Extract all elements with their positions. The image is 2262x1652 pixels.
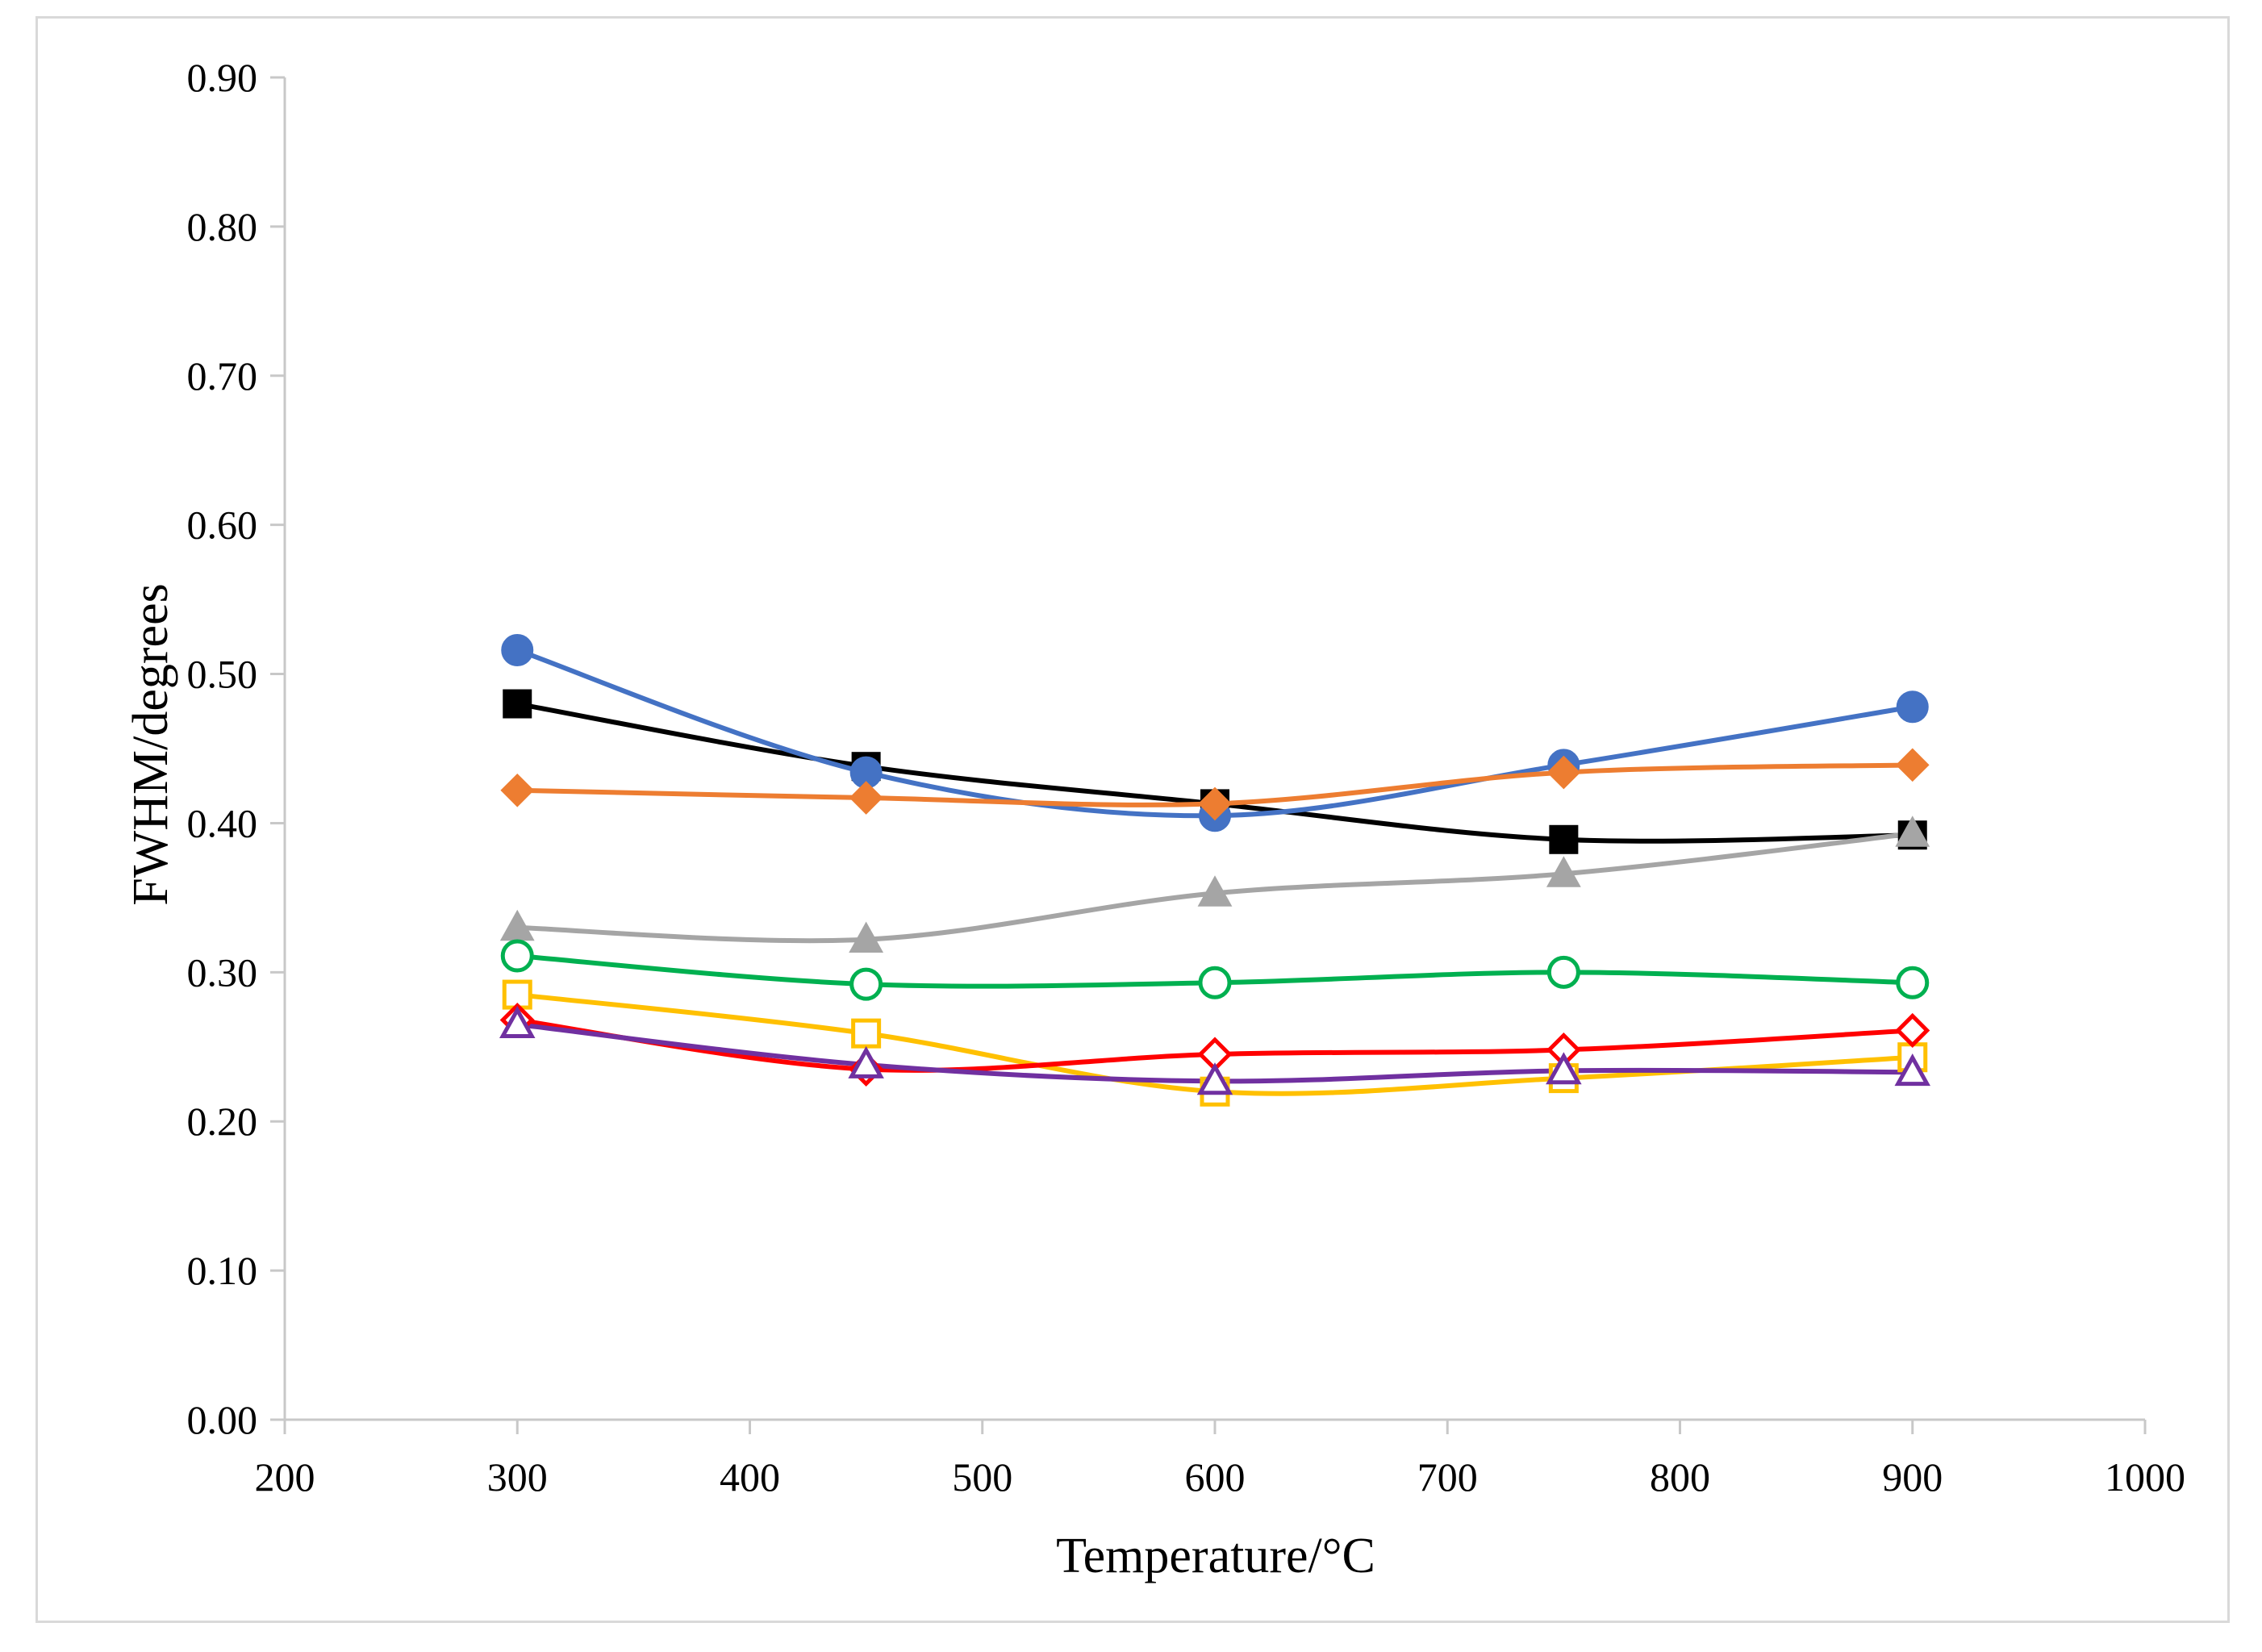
data-point-yellow-open-square-450 — [851, 1018, 882, 1049]
data-point-orange-filled-diamond-450 — [849, 781, 883, 815]
x-tick-label: 400 — [720, 1454, 780, 1500]
y-tick-label: 0.80 — [187, 204, 258, 249]
x-tick-label: 600 — [1185, 1454, 1246, 1500]
data-point-gray-filled-triangle-600 — [1197, 875, 1233, 907]
data-point-orange-filled-diamond-300 — [500, 773, 535, 807]
y-tick-label: 0.40 — [187, 800, 258, 845]
data-point-blue-filled-circle-300 — [501, 633, 534, 666]
data-point-purple-open-triangle-750 — [1546, 1052, 1582, 1085]
x-tick-label: 200 — [255, 1454, 315, 1500]
y-tick-label: 0.20 — [187, 1099, 258, 1144]
y-tick-label: 0.00 — [187, 1397, 258, 1442]
x-tick-label: 300 — [487, 1454, 548, 1500]
data-point-purple-open-triangle-300 — [499, 1005, 536, 1038]
x-tick-label: 700 — [1417, 1454, 1478, 1500]
data-point-gray-filled-triangle-900 — [1895, 816, 1930, 847]
data-point-purple-open-triangle-600 — [1196, 1062, 1233, 1095]
data-point-green-open-circle-750 — [1546, 955, 1580, 989]
y-tick-label: 0.70 — [187, 353, 258, 398]
data-point-gray-filled-triangle-300 — [499, 909, 535, 941]
x-axis-title: Temperature/°C — [1056, 1529, 1375, 1583]
series-lines — [515, 647, 1915, 1096]
data-point-blue-filled-circle-900 — [1896, 690, 1929, 724]
data-point-green-open-circle-600 — [1198, 966, 1232, 999]
y-axis-title: FWHM/degrees — [123, 583, 178, 905]
x-tick-label: 500 — [952, 1454, 1012, 1500]
y-tick-label: 0.90 — [187, 55, 258, 100]
data-point-gray-filled-triangle-450 — [849, 921, 884, 953]
data-point-purple-open-triangle-450 — [848, 1045, 884, 1078]
y-tick-label: 0.50 — [187, 652, 258, 697]
data-point-black-filled-square-750 — [1549, 824, 1579, 854]
series-markers — [499, 633, 1930, 1107]
axes: 0.00 0.10 0.20 0.30 0.40 0.50 0.60 0.70 0.80 0.90… — [187, 55, 2186, 1500]
data-point-green-open-circle-300 — [500, 939, 534, 973]
y-tick-label: 0.10 — [187, 1248, 258, 1293]
x-tick-label: 800 — [1650, 1454, 1710, 1500]
data-point-orange-filled-diamond-600 — [1198, 786, 1232, 821]
y-tick-label: 0.30 — [187, 949, 258, 995]
data-point-black-filled-square-300 — [503, 689, 532, 719]
x-tick-label: 1000 — [2105, 1454, 2185, 1500]
y-tick-label: 0.60 — [187, 503, 258, 548]
data-point-red-open-diamond-900 — [1895, 1012, 1930, 1048]
data-point-orange-filled-diamond-900 — [1895, 748, 1930, 782]
data-point-purple-open-triangle-900 — [1894, 1053, 1930, 1087]
x-tick-label: 900 — [1882, 1454, 1943, 1500]
data-point-orange-filled-diamond-750 — [1546, 755, 1581, 790]
fwhm-line-chart: 0.00 0.10 0.20 0.30 0.40 0.50 0.60 0.70 0.80 0.90… — [123, 55, 2186, 1583]
data-point-gray-filled-triangle-750 — [1546, 856, 1581, 887]
data-point-green-open-circle-900 — [1896, 966, 1930, 999]
data-point-green-open-circle-450 — [849, 967, 883, 1001]
chart-frame: 0.00 0.10 0.20 0.30 0.40 0.50 0.60 0.70 0.80 0.90… — [35, 16, 2230, 1623]
